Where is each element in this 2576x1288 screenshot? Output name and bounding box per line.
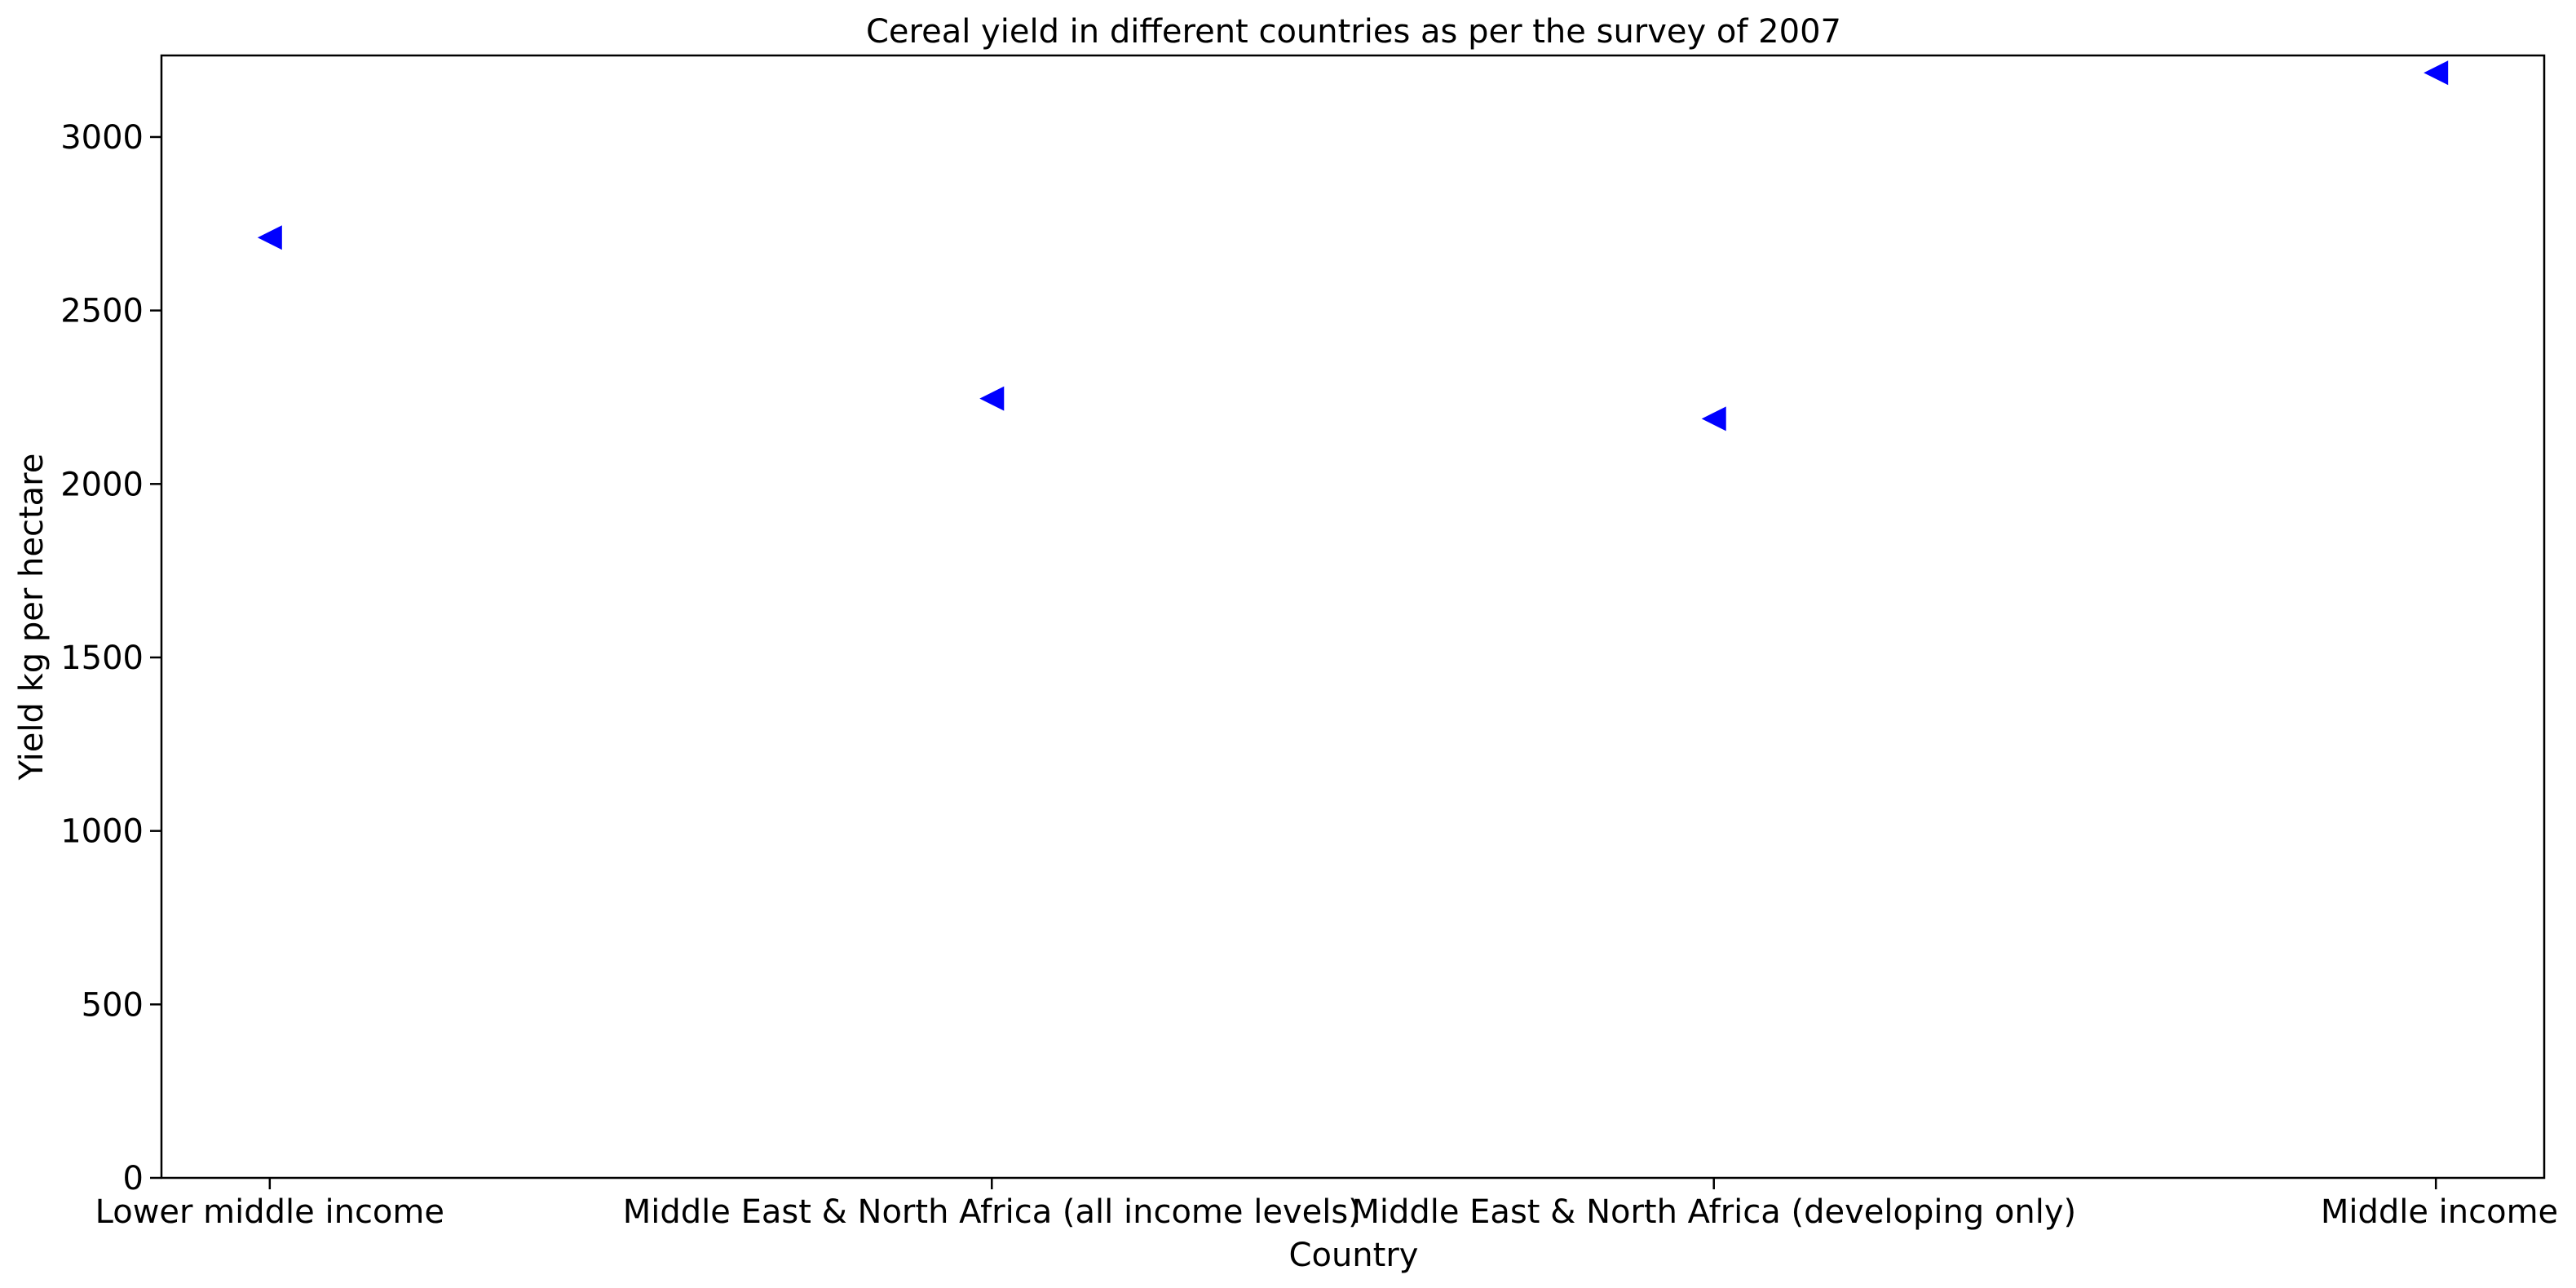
data-point-1 (979, 386, 1005, 411)
data-point-0 (257, 225, 282, 250)
y-tick-label: 3000 (60, 119, 144, 157)
chart-title: Cereal yield in different countries as p… (866, 13, 1841, 51)
x-tick-label: Lower middle income (95, 1193, 444, 1231)
x-axis-label: Country (1289, 1237, 1419, 1274)
data-point-2 (1701, 406, 1726, 432)
y-tick-label: 2000 (60, 466, 144, 503)
y-tick-label: 1000 (60, 813, 144, 851)
x-tick-label: Middle East & North Africa (all income l… (623, 1193, 1361, 1231)
x-tick-label: Middle income (2321, 1193, 2558, 1231)
y-axis-label: Yield kg per hectare (13, 454, 51, 781)
x-tick-label: Middle East & North Africa (developing o… (1351, 1193, 2076, 1231)
data-points (257, 60, 2449, 432)
data-point-3 (2424, 60, 2449, 86)
y-tick-label: 500 (82, 986, 144, 1024)
y-tick-label: 2500 (60, 293, 144, 330)
x-axis-ticks: Lower middle income Middle East & North A… (95, 1178, 2558, 1231)
y-tick-label: 1500 (60, 640, 144, 677)
plot-area-frame (160, 54, 2546, 1180)
y-axis-ticks: 0 500 1000 1500 2000 2500 3000 (60, 119, 161, 1197)
y-tick-label: 0 (123, 1160, 144, 1197)
